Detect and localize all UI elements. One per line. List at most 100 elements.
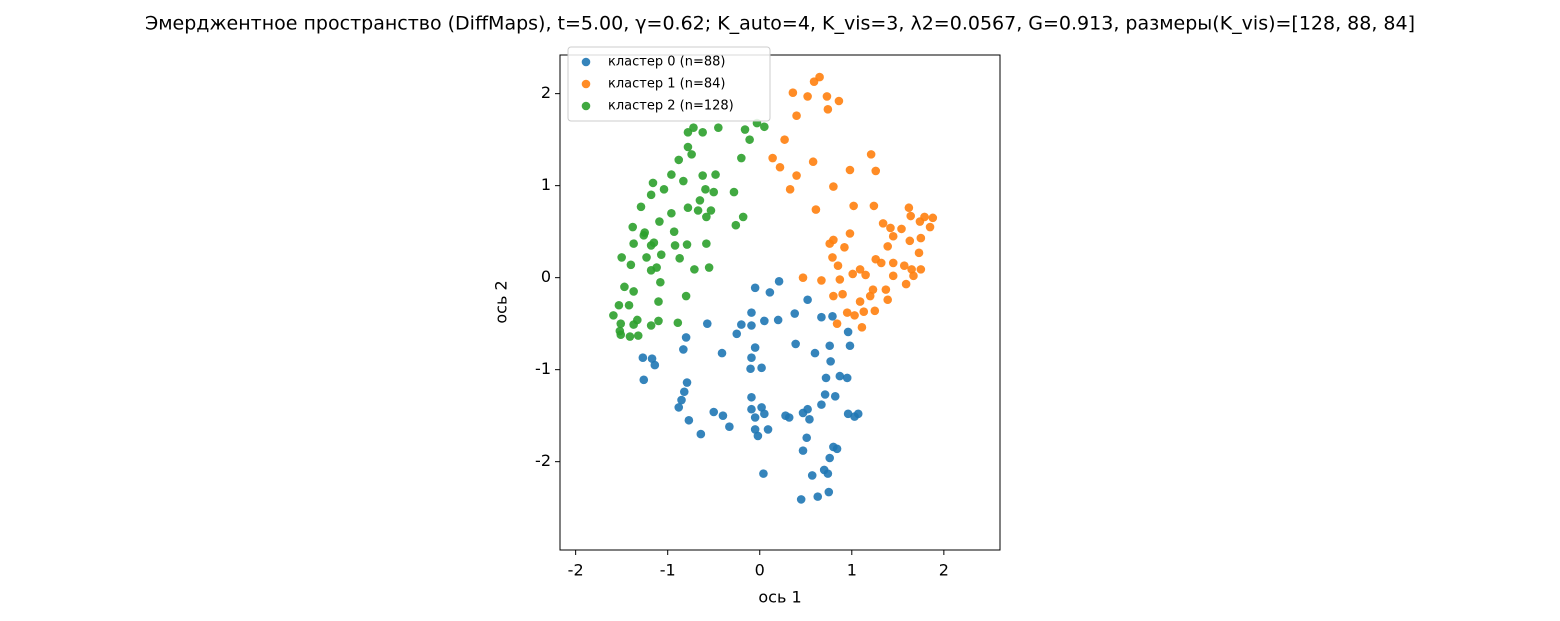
- point: [838, 289, 847, 299]
- point: [614, 300, 624, 310]
- point: [823, 469, 833, 478]
- point: [849, 201, 858, 211]
- point: [920, 212, 929, 222]
- point: [717, 348, 727, 358]
- point: [897, 224, 906, 234]
- point: [888, 231, 898, 241]
- point: [633, 331, 643, 340]
- point: [738, 212, 748, 222]
- point: [807, 471, 817, 480]
- legend-marker: [581, 79, 591, 89]
- point: [674, 155, 684, 165]
- point: [784, 413, 794, 422]
- point: [646, 241, 656, 250]
- point: [774, 277, 784, 286]
- point: [639, 231, 649, 240]
- point: [835, 275, 845, 284]
- point: [629, 287, 638, 296]
- point: [821, 373, 831, 383]
- point: [732, 329, 742, 339]
- point: [832, 444, 842, 454]
- point: [828, 253, 837, 262]
- point: [616, 319, 626, 328]
- point: [656, 250, 666, 259]
- point: [759, 469, 768, 478]
- point: [813, 492, 823, 501]
- point: [617, 253, 626, 262]
- point: [698, 127, 707, 137]
- point: [690, 265, 699, 274]
- point: [861, 270, 870, 280]
- point: [835, 371, 845, 381]
- point: [633, 315, 642, 325]
- point: [670, 241, 680, 250]
- point: [850, 311, 859, 320]
- point: [669, 227, 679, 236]
- point: [629, 239, 638, 248]
- point: [750, 343, 760, 352]
- point: [731, 220, 741, 230]
- point: [765, 288, 775, 297]
- point: [817, 400, 826, 409]
- point: [628, 222, 638, 232]
- point: [822, 92, 832, 101]
- point: [747, 353, 756, 363]
- point: [876, 258, 886, 268]
- point: [760, 409, 769, 419]
- point: [916, 265, 926, 274]
- legend: кластер 0 (n=88) кластер 1 (n=84) кластер …: [567, 46, 771, 122]
- x-tick-label: 0: [755, 561, 765, 580]
- point: [725, 422, 734, 432]
- point: [798, 446, 808, 455]
- legend-label: кластер 2 (n=128): [608, 99, 734, 114]
- point: [750, 413, 760, 422]
- point: [842, 308, 852, 317]
- point: [791, 339, 800, 349]
- point: [679, 387, 689, 397]
- point: [687, 150, 696, 159]
- point: [683, 142, 693, 152]
- point: [883, 242, 892, 251]
- x-tick-label: 2: [939, 561, 949, 580]
- point: [886, 223, 895, 233]
- point: [859, 307, 869, 317]
- point: [626, 260, 636, 270]
- point: [865, 291, 875, 301]
- point: [681, 291, 691, 301]
- point: [714, 123, 723, 132]
- point: [698, 171, 707, 180]
- x-tick-label: 1: [847, 561, 857, 580]
- point: [747, 321, 756, 330]
- y-tick-label: 1: [541, 175, 551, 194]
- point: [925, 222, 935, 232]
- point: [625, 332, 635, 341]
- point: [901, 279, 911, 289]
- point: [652, 263, 661, 272]
- point: [809, 77, 819, 86]
- point: [695, 196, 705, 205]
- point: [909, 271, 918, 281]
- point: [842, 373, 852, 383]
- point: [811, 205, 821, 214]
- point: [667, 170, 676, 179]
- point: [706, 206, 716, 215]
- point: [888, 271, 898, 281]
- legend-marker: [581, 57, 591, 67]
- point: [866, 150, 876, 159]
- point: [788, 88, 798, 98]
- point: [817, 276, 826, 285]
- point: [760, 316, 769, 326]
- point: [740, 125, 750, 134]
- point: [684, 415, 694, 425]
- point: [620, 282, 629, 292]
- point: [702, 212, 711, 222]
- point: [656, 277, 665, 287]
- point: [853, 409, 863, 419]
- point: [802, 433, 811, 443]
- point: [888, 258, 898, 268]
- legend-box: [567, 46, 771, 122]
- y-tick-label: 0: [541, 267, 551, 286]
- x-axis-label: ось 1: [758, 588, 801, 607]
- x-tick-label: -2: [568, 561, 584, 580]
